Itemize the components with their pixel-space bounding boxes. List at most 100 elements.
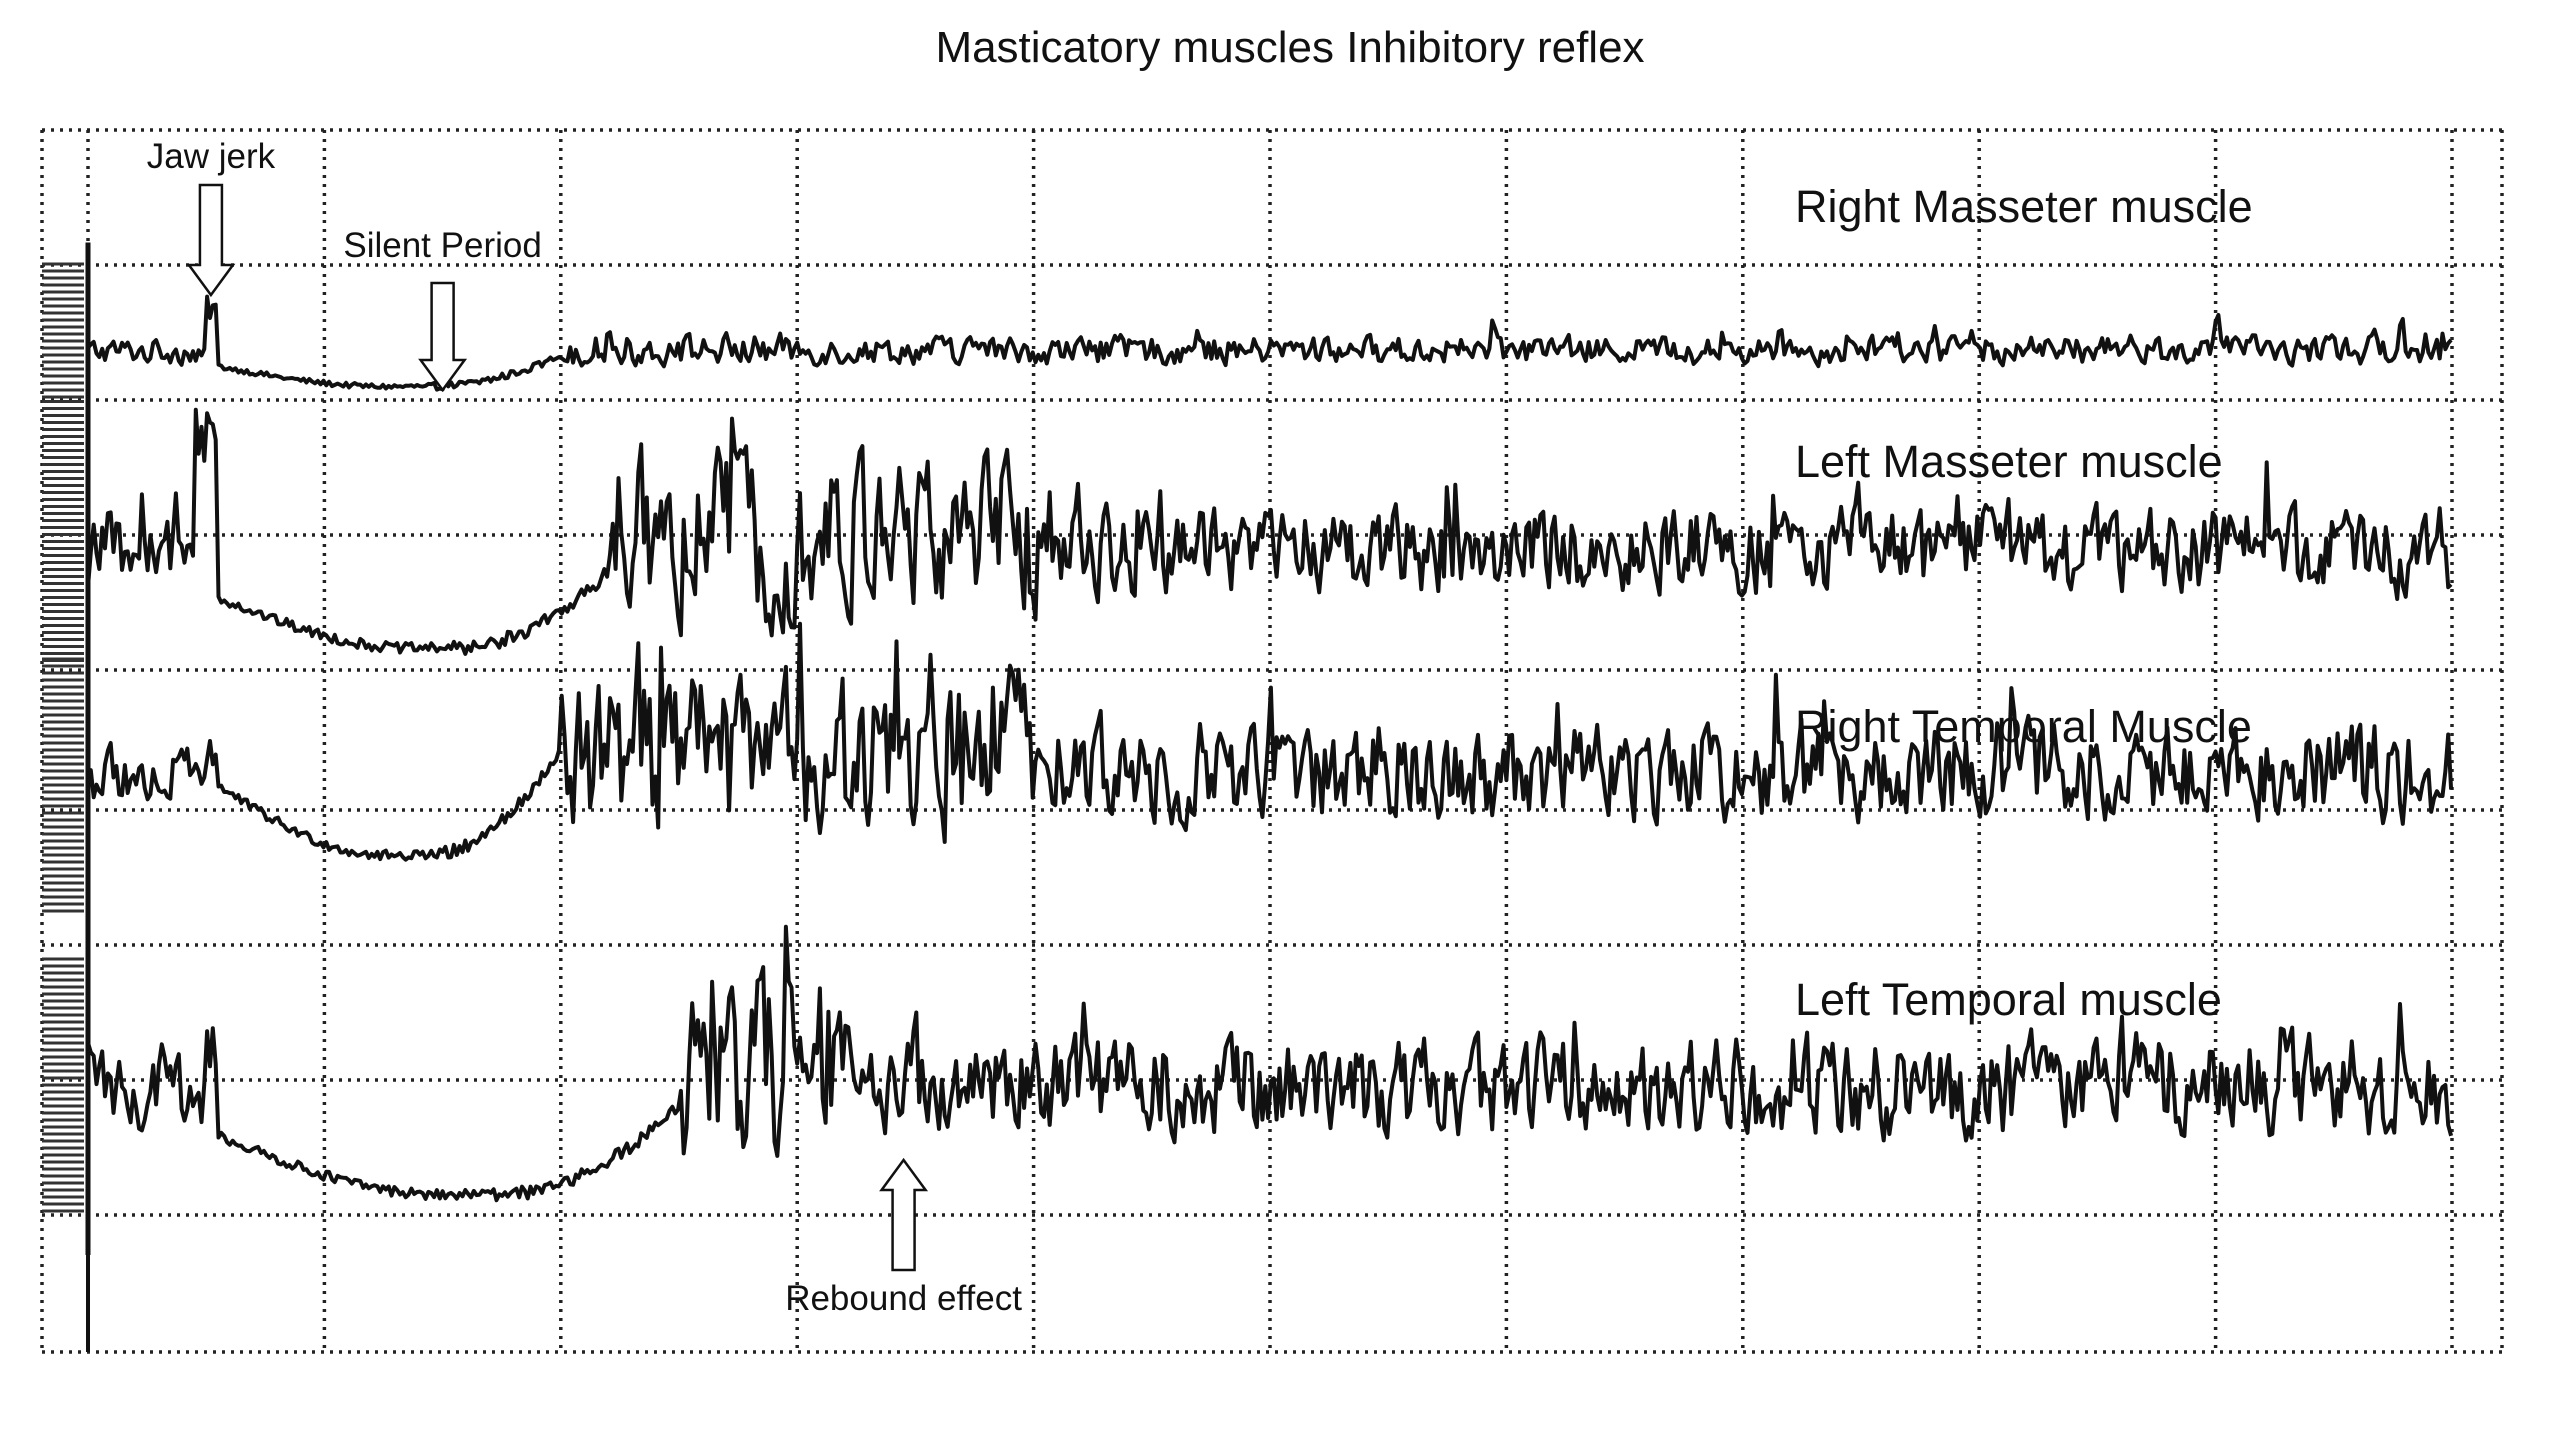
- scale-mark: [42, 589, 84, 592]
- scale-mark: [42, 1125, 84, 1129]
- chart-title: Masticatory muscles Inhibitory reflex: [935, 23, 1644, 72]
- scale-mark: [42, 1153, 84, 1157]
- scale-mark: [42, 1020, 84, 1024]
- scale-mark: [42, 498, 84, 501]
- scale-mark: [42, 657, 84, 661]
- annotations: Jaw jerk Silent Period Rebound effect: [147, 137, 1022, 1318]
- scale-mark: [42, 1104, 84, 1108]
- scale-mark: [42, 395, 84, 399]
- scale-mark: [42, 748, 84, 752]
- series-label-4: Left Temporal muscle: [1795, 974, 2222, 1025]
- channel-scale-marks: [42, 242, 91, 1255]
- scale-mark: [42, 741, 84, 745]
- series-trace-4: [86, 924, 2454, 1203]
- scale-mark: [42, 762, 84, 766]
- scale-mark: [42, 755, 84, 759]
- series-trace-3: [86, 621, 2454, 862]
- down-arrow-icon: [186, 183, 236, 298]
- scale-mark: [42, 353, 84, 357]
- scale-mark: [42, 477, 84, 480]
- scale-mark: [42, 318, 84, 322]
- series-label-3: Right Temporal Muscle: [1795, 701, 2252, 752]
- scale-mark: [42, 825, 84, 829]
- scale-mark: [42, 839, 84, 843]
- scale-mark: [42, 262, 84, 266]
- scale-mark: [42, 853, 84, 857]
- scale-mark: [42, 964, 84, 968]
- scale-mark: [42, 519, 84, 522]
- scale-mark: [42, 1202, 84, 1206]
- scale-mark: [42, 484, 84, 487]
- scale-mark: [42, 421, 84, 424]
- scale-mark: [42, 1139, 84, 1143]
- scale-mark: [42, 638, 84, 641]
- scale-mark: [42, 895, 84, 899]
- scale-mark: [42, 603, 84, 606]
- scale-mark: [42, 381, 84, 385]
- scale-mark: [42, 1174, 84, 1178]
- scale-mark: [42, 568, 84, 571]
- scale-mark: [42, 1111, 84, 1115]
- down-arrow-icon: [418, 281, 468, 393]
- scale-mark: [42, 470, 84, 473]
- scale-mark: [42, 582, 84, 585]
- scale-mark: [42, 978, 84, 982]
- scale-mark: [42, 1062, 84, 1066]
- scale-mark: [42, 971, 84, 975]
- scale-mark: [42, 610, 84, 613]
- scale-mark: [42, 1167, 84, 1171]
- scale-mark: [42, 1160, 84, 1164]
- scale-mark: [42, 671, 84, 675]
- scale-mark: [42, 1048, 84, 1052]
- scale-mark: [42, 575, 84, 578]
- scale-mark: [42, 631, 84, 634]
- series-trace-1: [86, 294, 2453, 392]
- scale-mark: [42, 874, 84, 878]
- scale-mark: [42, 554, 84, 557]
- scale-mark: [42, 1076, 84, 1080]
- scale-mark: [42, 360, 84, 364]
- scale-mark: [42, 456, 84, 459]
- scale-mark: [42, 776, 84, 780]
- series-label-1: Right Masseter muscle: [1795, 181, 2253, 232]
- scale-mark: [42, 414, 84, 417]
- scale-mark: [42, 505, 84, 508]
- scale-mark: [42, 797, 84, 801]
- scale-mark: [42, 678, 84, 682]
- scale-mark: [42, 407, 84, 410]
- scale-mark: [42, 1041, 84, 1045]
- scale-mark: [42, 888, 84, 892]
- scale-mark: [42, 449, 84, 452]
- scale-mark: [42, 645, 84, 648]
- scale-mark: [42, 860, 84, 864]
- scale-mark: [42, 1013, 84, 1017]
- scale-mark: [42, 881, 84, 885]
- scale-mark: [42, 832, 84, 836]
- scale-mark: [42, 713, 84, 717]
- annotation-label: Jaw jerk: [147, 137, 276, 176]
- scale-mark: [42, 652, 84, 655]
- scale-mark: [42, 339, 84, 343]
- scale-mark: [42, 811, 84, 815]
- annotation-1: Jaw jerk: [147, 137, 276, 298]
- traces: [86, 294, 2454, 1203]
- scale-mark: [42, 699, 84, 703]
- scale-mark: [42, 617, 84, 620]
- scale-mark: [42, 400, 84, 403]
- scale-mark: [42, 909, 84, 913]
- scale-mark: [42, 442, 84, 445]
- scale-mark: [42, 1209, 84, 1213]
- series-trace-2: [86, 407, 2453, 656]
- scale-mark: [42, 325, 84, 329]
- scale-mark: [42, 367, 84, 371]
- scale-mark: [42, 706, 84, 710]
- scale-mark: [42, 624, 84, 627]
- scale-mark: [42, 463, 84, 466]
- up-arrow-icon: [879, 1157, 929, 1272]
- scale-mark: [42, 561, 84, 564]
- scale-mark: [42, 1083, 84, 1087]
- annotation-label: Silent Period: [343, 226, 541, 265]
- scale-mark: [42, 276, 84, 280]
- scale-mark: [42, 902, 84, 906]
